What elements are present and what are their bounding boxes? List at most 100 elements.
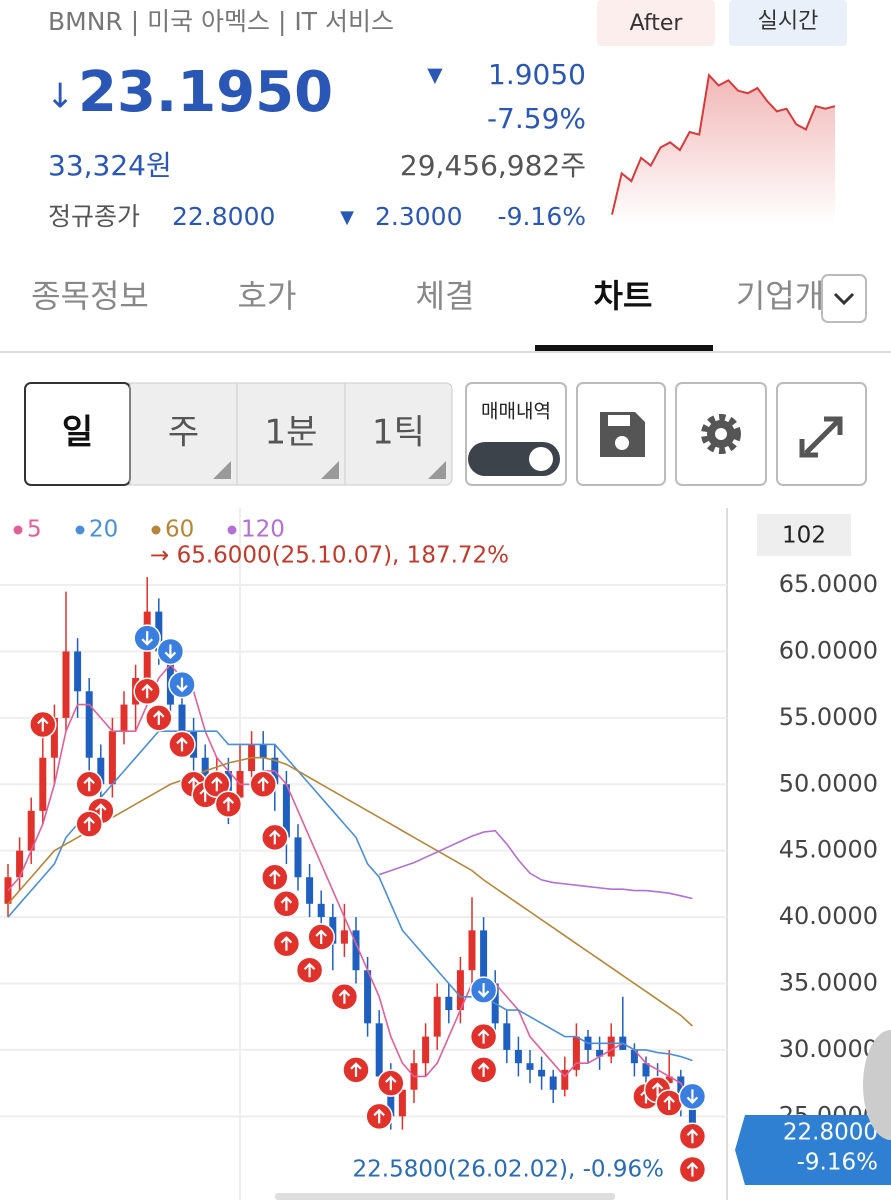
- candle-body: [642, 1063, 650, 1077]
- realtime-button[interactable]: [729, 0, 847, 46]
- tab[interactable]: 체결: [416, 277, 475, 315]
- trade-marker-arrow: [651, 1082, 664, 1097]
- mini-area: [612, 75, 835, 226]
- trade-marker-arrow: [315, 929, 327, 945]
- low-annotation: 22.5800(26.02.02), -0.96%: [353, 1157, 664, 1183]
- candle-body: [422, 1036, 430, 1064]
- trade-marker-arrow: [269, 829, 281, 845]
- tab[interactable]: 종목정보: [31, 277, 149, 315]
- candle-body: [62, 651, 70, 718]
- candle-body: [178, 704, 186, 732]
- legend-label: 20: [89, 517, 118, 543]
- trade-marker-arrow: [303, 962, 316, 978]
- candle-body: [503, 1023, 511, 1050]
- tab[interactable]: 차트: [594, 277, 653, 315]
- trade-marker-arrow: [222, 796, 235, 812]
- trade-marker-arrow: [141, 683, 153, 699]
- regular-price: 22.8000: [172, 202, 275, 231]
- trade-marker-arrow: [83, 816, 95, 832]
- price: 23.1950: [78, 60, 333, 125]
- price-krw: 33,324원: [48, 149, 172, 182]
- candle-body: [549, 1076, 557, 1090]
- legend-dot: [151, 525, 161, 535]
- plot: [4, 577, 707, 1184]
- candle-body: [596, 1049, 604, 1057]
- period[interactable]: 주: [168, 413, 199, 453]
- change: 1.9050: [488, 58, 586, 91]
- candle-body: [364, 970, 372, 1024]
- trade-marker-arrow: [83, 776, 95, 792]
- trade-marker-arrow: [280, 936, 293, 951]
- tab-dropdown[interactable]: [821, 274, 867, 323]
- last-price-box: [735, 1115, 891, 1185]
- legend-label: 60: [165, 517, 194, 543]
- tab-underline: [535, 345, 713, 351]
- ma-line: [7, 730, 693, 1062]
- trade-marker-arrow: [153, 710, 165, 725]
- y-tick-label: 65.0000: [779, 570, 878, 598]
- trade-marker-arrow: [211, 776, 223, 792]
- candle-body: [50, 717, 58, 758]
- y-tick-label: 30.0000: [779, 1035, 878, 1063]
- period[interactable]: 1분: [265, 413, 318, 453]
- candle-body: [27, 810, 35, 851]
- trade-marker-arrow: [176, 677, 188, 693]
- save-icon-dot: [615, 436, 629, 450]
- candle-body: [16, 850, 24, 878]
- save-icon-slot: [608, 415, 630, 426]
- change-pct: -7.59%: [487, 102, 586, 135]
- side-handle[interactable]: [863, 1030, 891, 1140]
- candle-body: [108, 731, 116, 785]
- mini-line: [611, 73, 836, 215]
- trade-marker-arrow: [686, 1128, 699, 1144]
- after-button[interactable]: [597, 0, 715, 46]
- ma-line: [7, 756, 693, 1027]
- y-ticks: 65.0000 60.0000 55.0000 50.0000 45.0000 40.00…: [779, 570, 878, 1129]
- candle-body: [398, 1089, 406, 1117]
- period-corner: [213, 461, 231, 479]
- trade-marker-arrow: [477, 1029, 490, 1044]
- candle-body: [74, 651, 82, 692]
- tab[interactable]: 호가: [238, 277, 297, 315]
- trade-marker-arrow: [280, 896, 293, 911]
- trade-marker-arrow: [385, 1075, 397, 1091]
- count: 102: [782, 523, 826, 549]
- candle-body: [294, 837, 302, 878]
- symbol: BMNR | 미국 아멕스 | IT 서비스: [48, 7, 394, 36]
- trade-marker-arrow: [95, 803, 107, 818]
- legend-label: 120: [241, 517, 285, 543]
- regular-label: 정규종가: [48, 202, 140, 231]
- candle-body: [480, 930, 488, 984]
- trade-marker-arrow: [350, 1062, 362, 1077]
- candle-body: [375, 1023, 383, 1077]
- regular-arrow: ▼: [340, 207, 354, 228]
- period-corner: [321, 461, 339, 479]
- y-tick-label: 60.0000: [779, 636, 878, 664]
- realtime-label[interactable]: 실시간: [758, 9, 819, 34]
- high-annotation: → 65.6000(25.10.07), 187.72%: [150, 543, 509, 569]
- trade-toggle-label: 매매내역: [481, 401, 551, 423]
- after-label[interactable]: After: [630, 11, 684, 36]
- tab[interactable]: 기업개: [736, 277, 824, 315]
- gear-hole: [715, 428, 727, 440]
- candle-body: [607, 1036, 615, 1057]
- candle-body: [456, 970, 464, 1011]
- periods: 일 주 1분 1틱: [24, 382, 446, 486]
- legend-dot: [227, 525, 237, 535]
- candle-body: [85, 691, 93, 758]
- y-tick-label: 50.0000: [779, 769, 878, 797]
- period[interactable]: 일: [62, 413, 93, 453]
- toggle-knob: [529, 447, 553, 471]
- y-tick-label: 45.0000: [779, 836, 878, 864]
- candle-body: [259, 744, 267, 758]
- candle-body: [665, 1076, 673, 1084]
- regular-change: 2.3000: [375, 202, 462, 231]
- period[interactable]: 1틱: [372, 413, 425, 453]
- candle-body: [340, 930, 348, 944]
- candle-body: [572, 1036, 580, 1070]
- candle-body: [468, 930, 476, 971]
- candle-body: [306, 877, 314, 904]
- period-corner: [428, 461, 446, 479]
